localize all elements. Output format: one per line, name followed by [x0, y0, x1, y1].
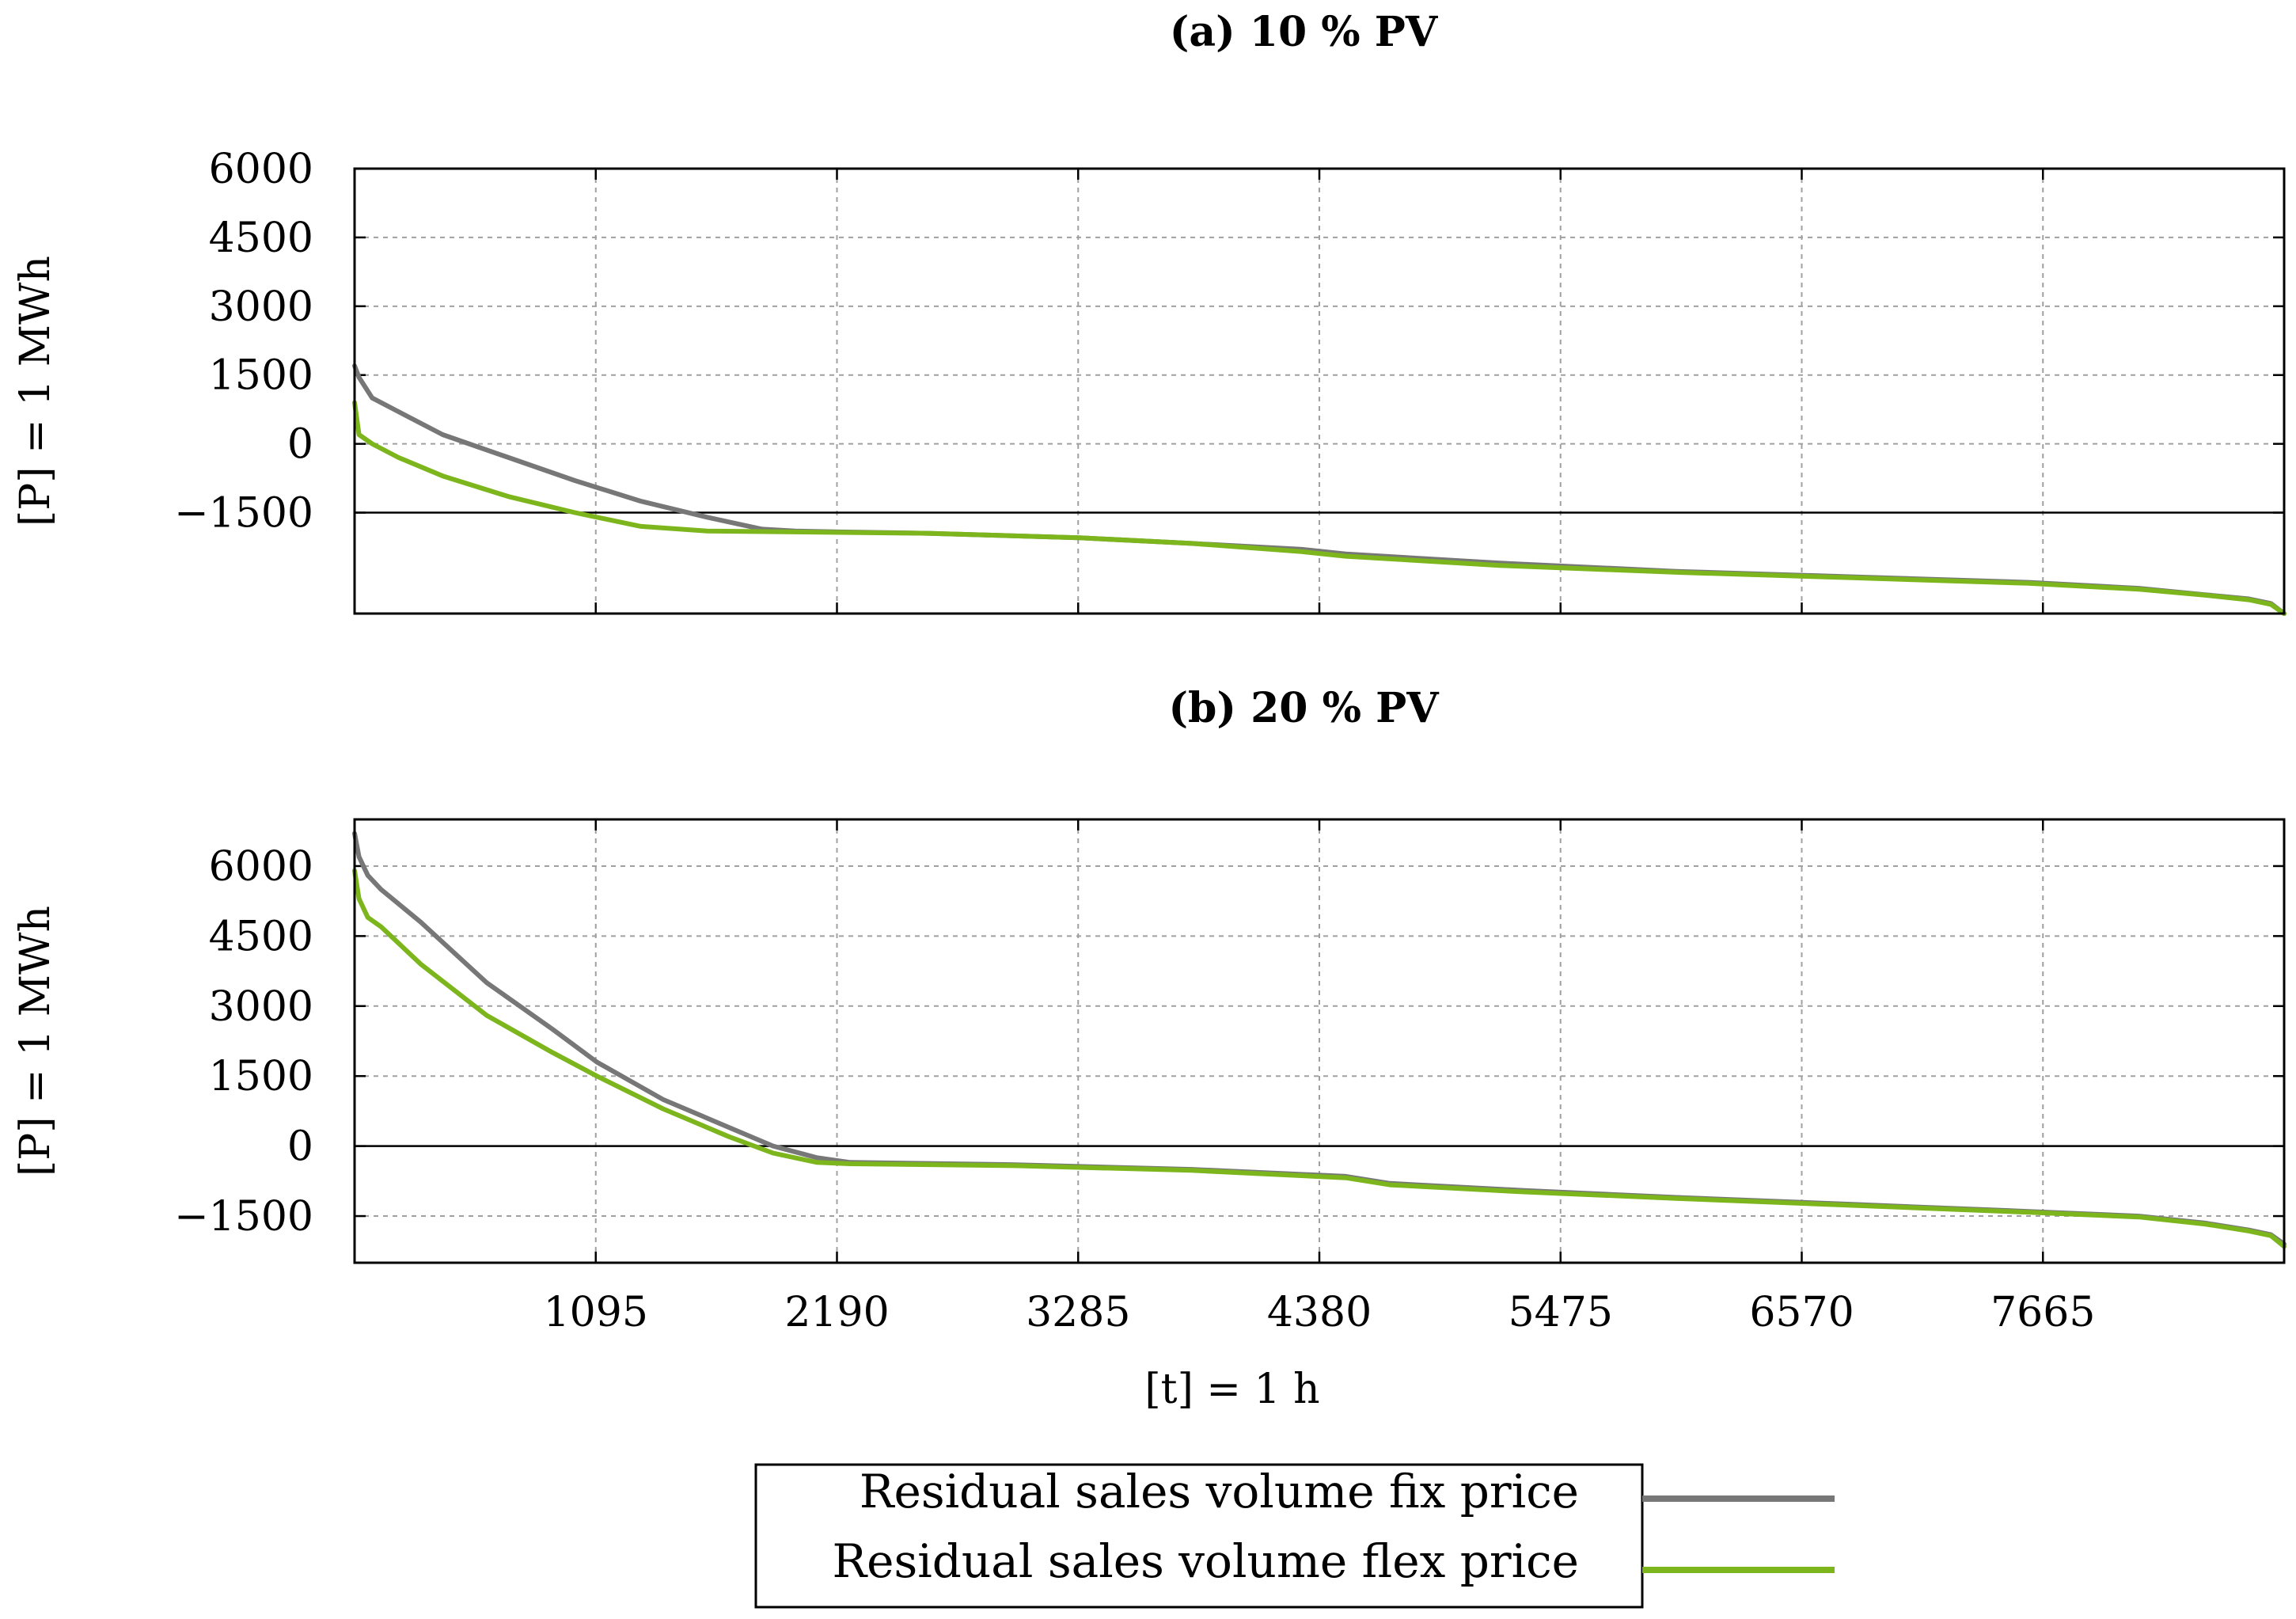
y-tick-label: −1500	[174, 490, 313, 538]
x-tick-label: 5475	[1509, 1289, 1613, 1336]
legend-label-fix: Residual sales volume fix price	[860, 1465, 1579, 1518]
series-line-residual-sales-volume-flex-price	[352, 868, 2287, 1249]
x-axis-label: [t] = 1 h	[1144, 1366, 1319, 1413]
y-tick-label: 3000	[209, 283, 313, 331]
panel-20-percent-pv: (b) 20 % PV 6000 4500 3000 1500 0 −1500 1095 219…	[12, 684, 2287, 1413]
panel-10-percent-pv: (a) 10 % PV 6000 4500 3000 1500 0 −1500 [P] = 1…	[12, 8, 2287, 616]
y-tick-label: 4500	[209, 913, 313, 960]
series-line-residual-sales-volume-flex-price	[352, 400, 2287, 616]
y-tick-label: 6000	[209, 843, 313, 891]
panel-title: (b) 20 % PV	[1168, 684, 1440, 732]
y-tick-label: 0	[287, 1123, 313, 1171]
y-tick-label: 1500	[209, 1053, 313, 1100]
y-tick-label: 4500	[209, 215, 313, 262]
x-tick-label: 2190	[784, 1289, 889, 1336]
y-tick-label: 0	[287, 421, 313, 469]
x-tick-label: 1095	[544, 1289, 648, 1336]
legend-box	[754, 1463, 1644, 1609]
plot-frame	[353, 167, 2286, 615]
x-tick-label: 4380	[1267, 1289, 1372, 1336]
legend-label-flex: Residual sales volume flex price	[833, 1534, 1580, 1588]
x-tick-label: 6570	[1749, 1289, 1854, 1336]
legend: Residual sales volume fix price Residual…	[754, 1463, 1835, 1609]
series-line-residual-sales-volume-fix-price	[352, 363, 2287, 616]
y-tick-label: 3000	[209, 983, 313, 1031]
panel-title: (a) 10 % PV	[1170, 8, 1439, 56]
y-axis-label: [P] = 1 MWh	[12, 256, 59, 526]
y-tick-label: −1500	[174, 1193, 313, 1241]
x-tick-label: 3285	[1026, 1289, 1130, 1336]
plot-frame	[353, 818, 2286, 1264]
y-tick-label: 6000	[209, 146, 313, 193]
y-axis-label: [P] = 1 MWh	[12, 906, 59, 1176]
x-tick-label: 7665	[1990, 1289, 2095, 1336]
y-tick-label: 1500	[209, 352, 313, 400]
